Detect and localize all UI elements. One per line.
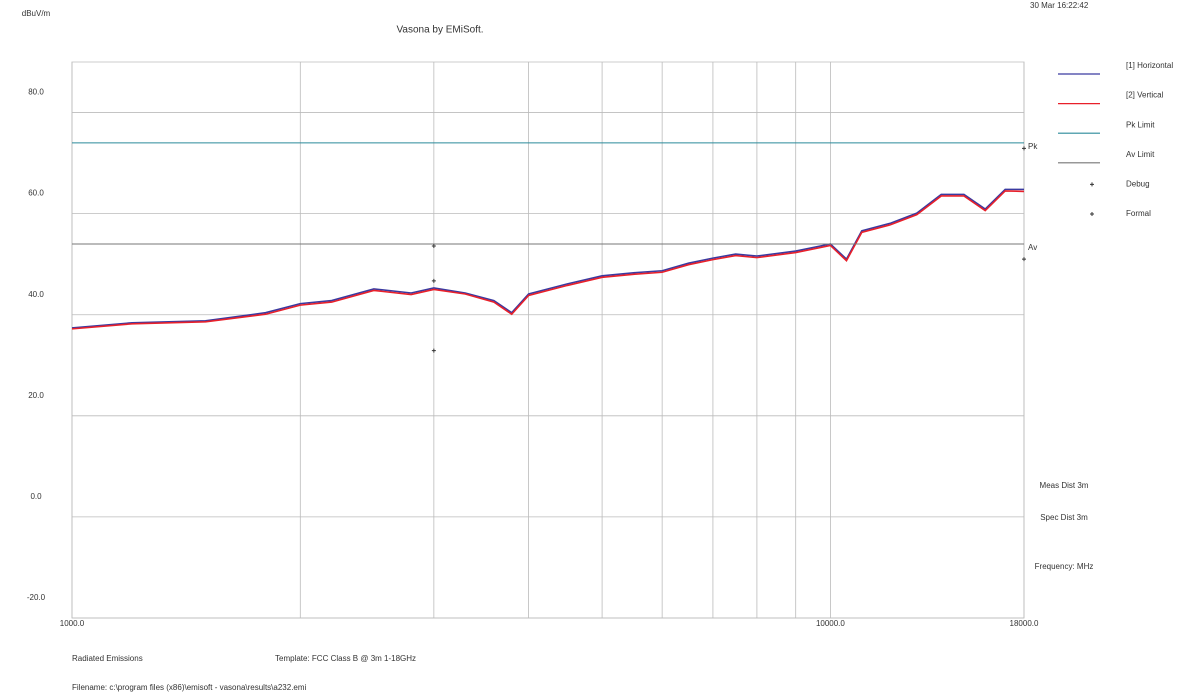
y-tick-label: 40.0 — [28, 290, 44, 299]
note: Frequency: MHz — [1035, 562, 1094, 571]
footer-text: Filename: c:\program files (x86)\emisoft… — [72, 683, 307, 692]
x-tick-label: 1000.0 — [60, 619, 85, 628]
legend-swatch — [1090, 212, 1094, 216]
legend-label: Debug — [1126, 180, 1150, 189]
legend-label: Pk Limit — [1126, 120, 1155, 129]
legend-label: [2] Vertical — [1126, 91, 1164, 100]
footer-text: Radiated Emissions — [72, 654, 143, 663]
timestamp: 30 Mar 16:22:42 — [1030, 1, 1089, 10]
marker — [1022, 146, 1026, 151]
marker — [431, 348, 436, 353]
marker — [431, 243, 436, 248]
series-line — [71, 190, 1025, 330]
legend-label: Av Limit — [1126, 150, 1155, 159]
y-tick-label: 0.0 — [30, 492, 42, 501]
plot-frame — [71, 61, 1025, 619]
y-tick-label: 80.0 — [28, 88, 44, 97]
marker — [1022, 257, 1026, 262]
limit-label: Av — [1028, 243, 1037, 252]
note: Meas Dist 3m — [1040, 481, 1089, 490]
y-axis-label: dBuV/m — [22, 9, 51, 18]
x-tick-label: 18000.0 — [1010, 619, 1039, 628]
note: Spec Dist 3m — [1040, 513, 1088, 522]
chart-title: Vasona by EMiSoft. — [396, 25, 483, 36]
footer-text: Template: FCC Class B @ 3m 1-18GHz — [275, 654, 416, 663]
limit-label: Pk — [1028, 142, 1038, 151]
y-tick-label: 60.0 — [28, 189, 44, 198]
y-tick-label: -20.0 — [27, 593, 46, 602]
y-tick-label: 20.0 — [28, 391, 44, 400]
series-line — [71, 188, 1024, 329]
legend-label: [1] Horizontal — [1126, 61, 1173, 70]
x-tick-label: 10000.0 — [816, 619, 845, 628]
legend-swatch — [1090, 182, 1094, 187]
legend-label: Formal — [1126, 209, 1151, 218]
marker — [431, 278, 436, 283]
